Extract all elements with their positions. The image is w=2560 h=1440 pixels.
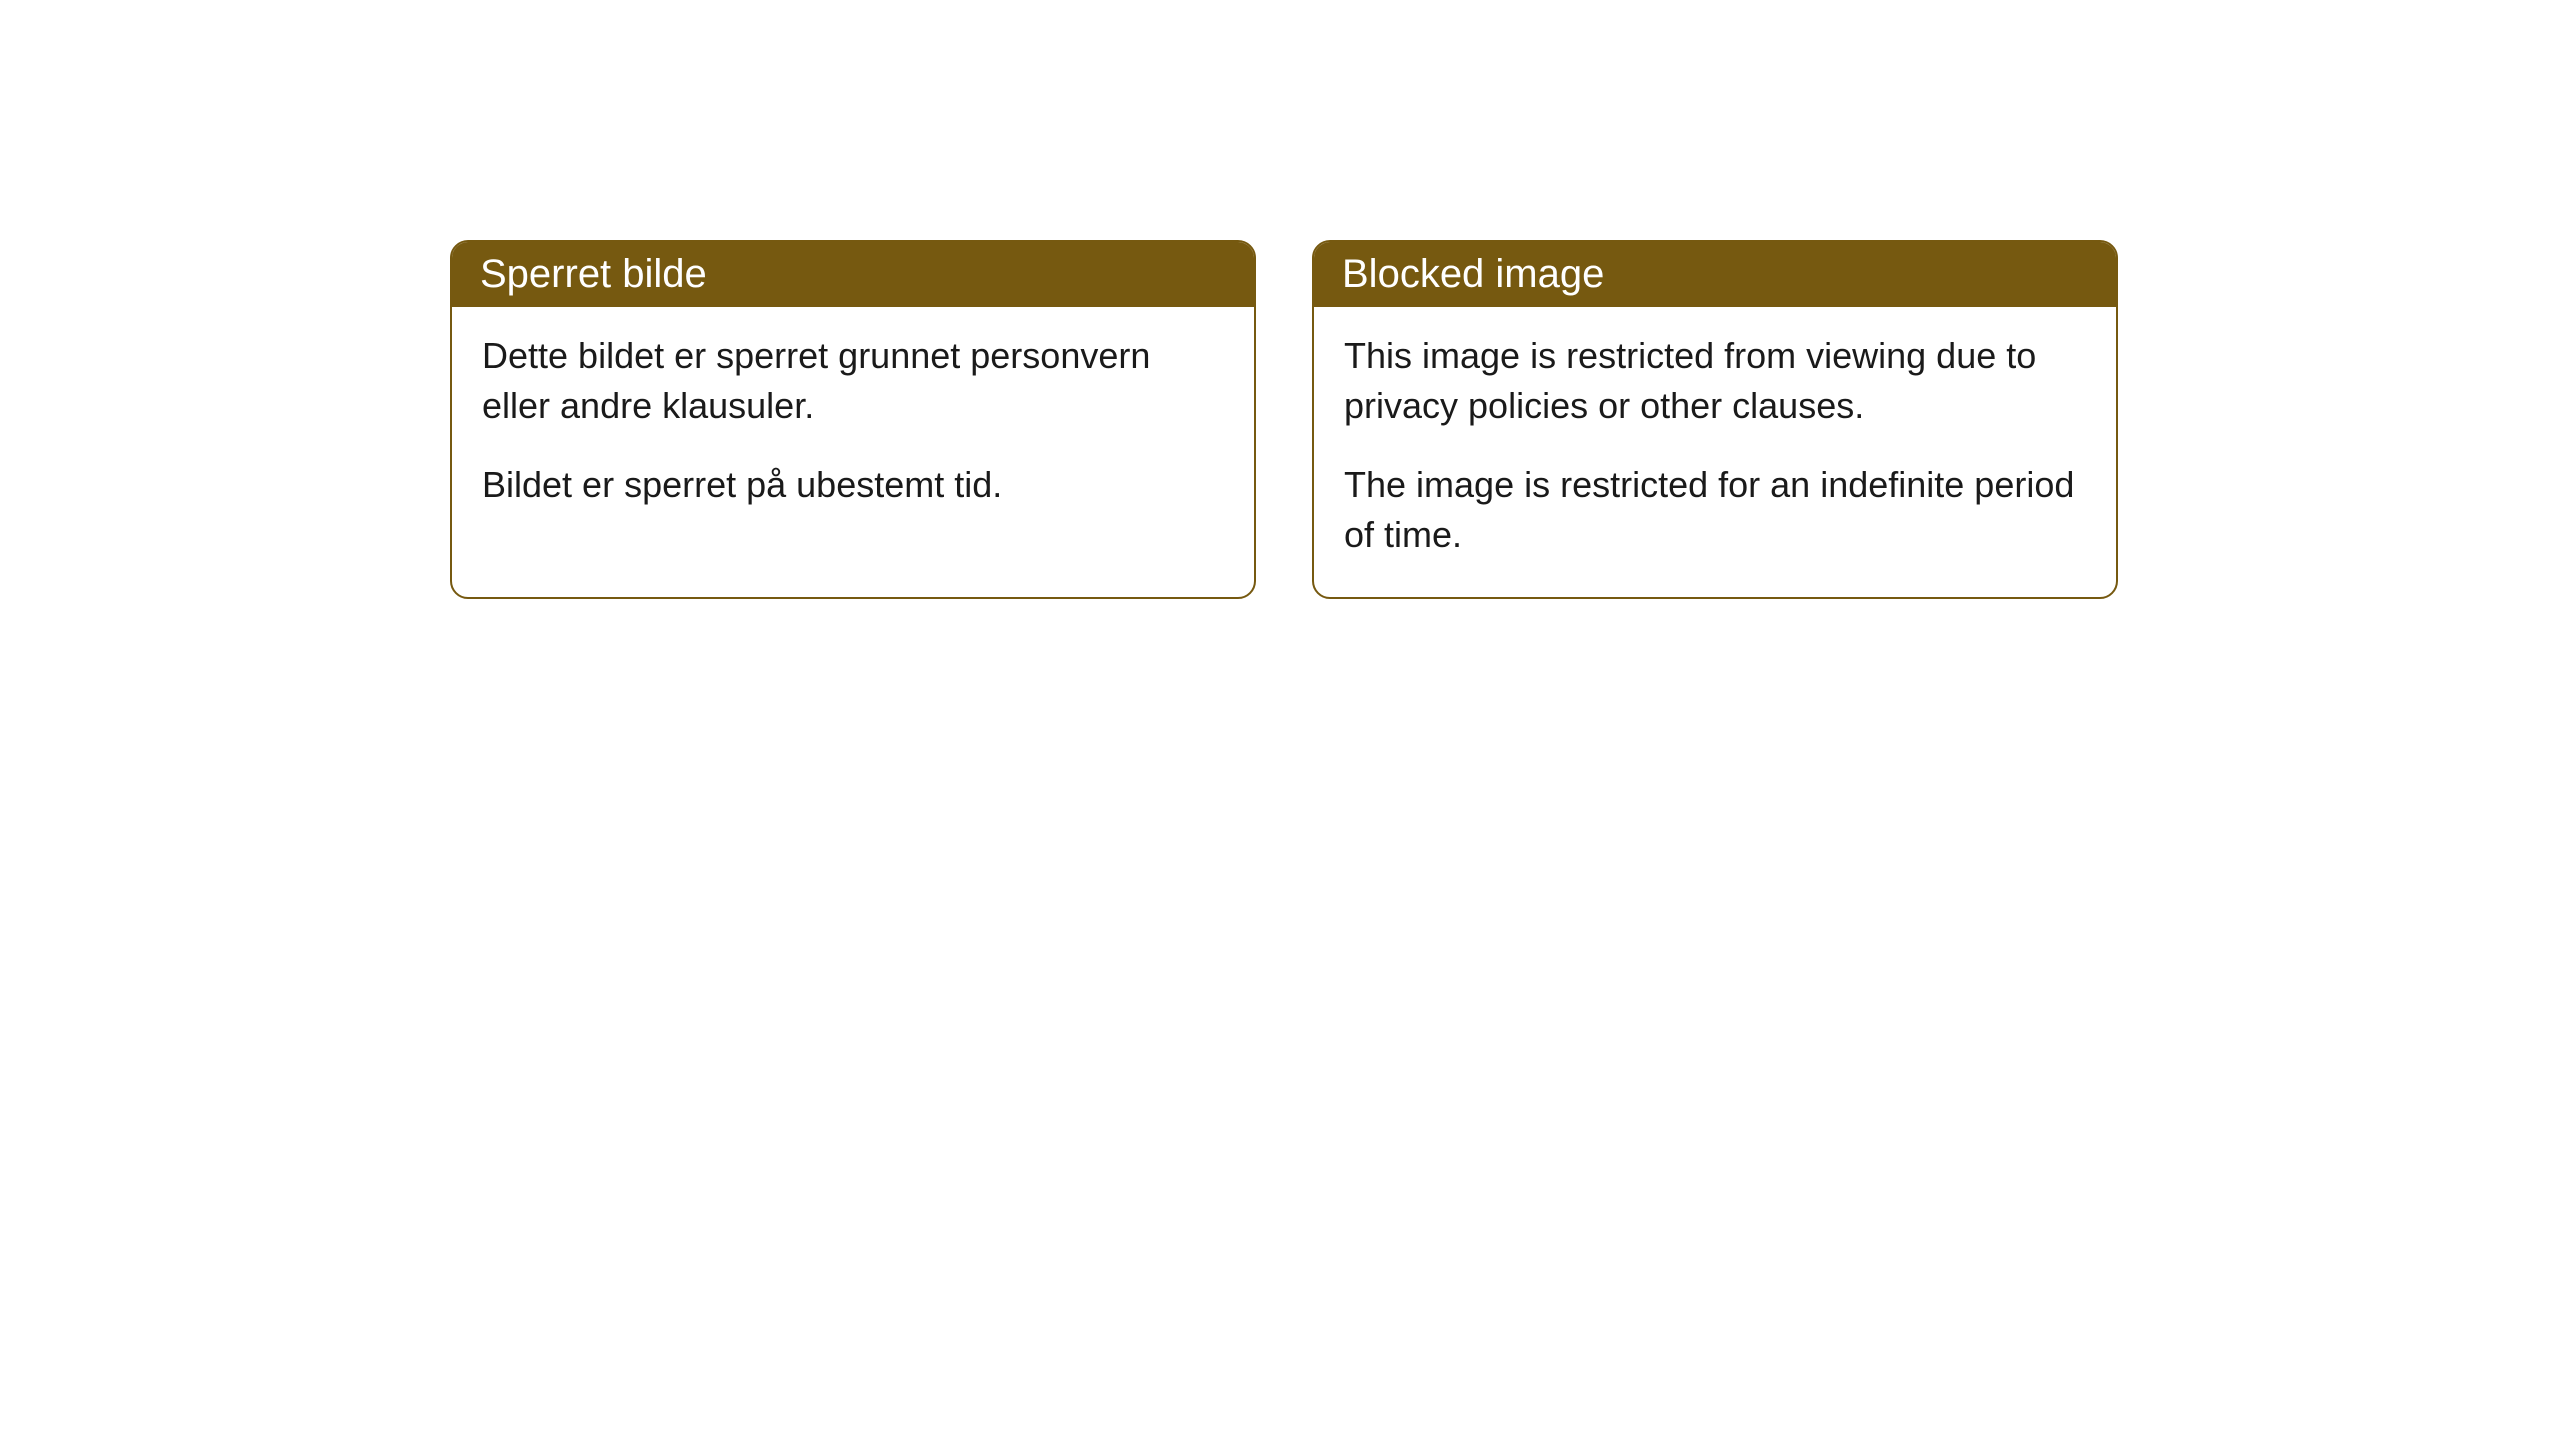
card-paragraph: Dette bildet er sperret grunnet personve…	[482, 331, 1224, 432]
blocked-image-card-norwegian: Sperret bilde Dette bildet er sperret gr…	[450, 240, 1256, 599]
card-header: Blocked image	[1314, 242, 2116, 307]
blocked-image-card-english: Blocked image This image is restricted f…	[1312, 240, 2118, 599]
card-paragraph: The image is restricted for an indefinit…	[1344, 460, 2086, 561]
card-body: This image is restricted from viewing du…	[1314, 307, 2116, 597]
card-body: Dette bildet er sperret grunnet personve…	[452, 307, 1254, 546]
notice-cards-container: Sperret bilde Dette bildet er sperret gr…	[450, 240, 2560, 599]
card-header: Sperret bilde	[452, 242, 1254, 307]
card-paragraph: This image is restricted from viewing du…	[1344, 331, 2086, 432]
card-paragraph: Bildet er sperret på ubestemt tid.	[482, 460, 1224, 510]
card-title: Sperret bilde	[480, 252, 707, 296]
card-title: Blocked image	[1342, 252, 1604, 296]
